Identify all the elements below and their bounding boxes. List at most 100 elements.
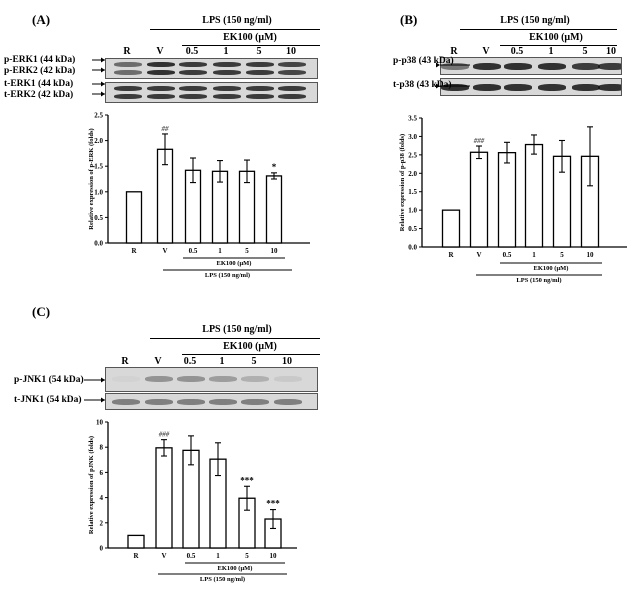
lane-label: V xyxy=(482,46,490,57)
blot-band xyxy=(441,84,469,91)
significance-label: *** xyxy=(240,475,254,485)
arrow-head-icon xyxy=(101,67,105,73)
lane-label: R xyxy=(450,46,458,57)
lps-group-label: LPS (150 ng/ml) xyxy=(205,272,250,279)
blot-band xyxy=(473,63,501,70)
blot-t-jnk xyxy=(105,393,318,410)
lane-label: R xyxy=(123,46,131,57)
y-axis-label: Relative expression of pJNK (folds) xyxy=(88,436,95,534)
blot-band xyxy=(246,94,274,99)
lane-label: 1 xyxy=(548,46,554,57)
lane-label: 10 xyxy=(606,46,616,57)
x-tick-label: R xyxy=(133,552,139,560)
significance-label: ### xyxy=(158,431,170,439)
y-tick-label: 4 xyxy=(100,494,104,502)
x-tick-label: 1 xyxy=(532,251,536,259)
blot-band xyxy=(147,70,175,75)
blot-p-jnk xyxy=(105,367,318,392)
y-tick-label: 2.5 xyxy=(408,151,417,159)
ek-header-a: EK100 (μM) xyxy=(223,32,277,43)
y-tick-label: 0.0 xyxy=(94,240,103,248)
y-tick-label: 3.0 xyxy=(408,133,417,141)
blot-band xyxy=(145,399,173,405)
bar xyxy=(125,191,143,244)
blot-band xyxy=(278,62,306,67)
y-axis-label: Relative expression of p-ERK (folds) xyxy=(88,128,95,229)
blot-band xyxy=(504,84,532,91)
blot-band xyxy=(213,62,241,67)
blot-band xyxy=(241,399,269,405)
lane-label: 1 xyxy=(219,356,225,367)
blot-band xyxy=(209,376,237,382)
significance-label: *** xyxy=(266,499,280,509)
lane-label: 5 xyxy=(251,356,257,367)
ek-group-label: EK100 (μM) xyxy=(534,265,569,272)
arrow-head-icon xyxy=(101,81,105,87)
significance-label: ## xyxy=(161,125,170,133)
panel-label-c: (C) xyxy=(32,304,51,319)
blot-band xyxy=(177,376,205,382)
x-tick-label: 0.5 xyxy=(189,247,198,255)
blot-band xyxy=(179,86,207,91)
lane-label: 1 xyxy=(223,46,229,57)
blot-band xyxy=(177,399,205,405)
bar xyxy=(155,447,173,549)
x-tick-label: 5 xyxy=(245,247,249,255)
lps-header-b: LPS (150 ng/ml) xyxy=(500,15,570,26)
blot-band xyxy=(213,86,241,91)
panel-label-b: (B) xyxy=(400,12,418,27)
arrow-head-icon xyxy=(101,91,105,97)
y-tick-label: 0.5 xyxy=(408,225,417,233)
x-tick-label: 5 xyxy=(560,251,564,259)
ek-group-label: EK100 (μM) xyxy=(217,260,252,267)
lane-label: V xyxy=(154,356,162,367)
x-tick-label: V xyxy=(162,247,167,255)
blot-band xyxy=(147,86,175,91)
lane-label: R xyxy=(121,356,129,367)
y-axis-label: Relative expression of p-p38 (folds) xyxy=(399,134,406,231)
blot-band xyxy=(145,376,173,382)
blot-band xyxy=(504,63,532,70)
blot-band xyxy=(179,70,207,75)
bar xyxy=(497,151,517,248)
lane-label: 0.5 xyxy=(183,356,197,367)
blot-band xyxy=(179,62,207,67)
y-tick-label: 10 xyxy=(96,419,104,427)
x-tick-label: V xyxy=(476,251,481,259)
ek-line-c xyxy=(182,354,320,355)
blot-band xyxy=(473,84,501,91)
arrow-head-icon xyxy=(436,83,440,89)
lane-label: 10 xyxy=(286,46,296,57)
blot-band xyxy=(274,376,302,382)
blot-band xyxy=(572,84,600,91)
bar xyxy=(469,151,489,248)
blot-band xyxy=(246,70,274,75)
x-tick-label: 0.5 xyxy=(503,251,512,259)
lps-line-b xyxy=(460,29,617,30)
blot-band xyxy=(112,399,140,405)
blot-band xyxy=(213,94,241,99)
x-tick-label: 1 xyxy=(218,247,222,255)
significance-label: * xyxy=(272,162,277,172)
y-tick-label: 2 xyxy=(100,519,104,527)
blot-band xyxy=(246,62,274,67)
lps-group-label: LPS (150 ng/ml) xyxy=(516,277,561,284)
ek-line-a xyxy=(182,45,320,46)
blot-band xyxy=(213,70,241,75)
blot-band xyxy=(114,86,142,91)
blot-band xyxy=(274,399,302,405)
blot-band xyxy=(598,63,621,70)
significance-label: ### xyxy=(473,137,485,145)
y-tick-label: 2.5 xyxy=(94,112,103,120)
arrow-head-icon xyxy=(436,62,440,68)
blot-band xyxy=(114,94,142,99)
blot-p-erk xyxy=(105,58,318,79)
blot-band xyxy=(241,376,269,382)
x-tick-label: V xyxy=(161,552,166,560)
y-tick-label: 1.0 xyxy=(94,188,103,196)
lps-group-label: LPS (150 ng/ml) xyxy=(200,576,245,583)
x-tick-label: 10 xyxy=(271,247,279,255)
bar xyxy=(265,175,283,244)
blot-label: p-ERK2 (42 kDa) xyxy=(4,66,76,76)
